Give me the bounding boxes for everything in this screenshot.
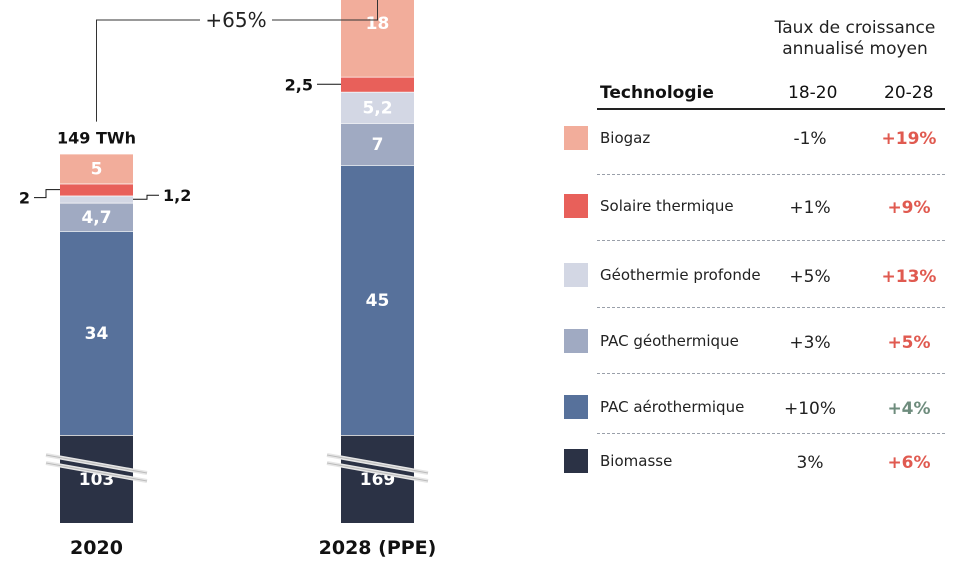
bar-segment-geothermie-profonde-2020: [60, 195, 133, 203]
segment-label-biogaz-2020: 5: [91, 160, 103, 180]
segment-label-pac-geothermique-2028-ppe-: 7: [372, 135, 384, 155]
bar-segment-pac-geothermique-2028-ppe-: [341, 123, 414, 165]
bar-total-2020: 149 TWh: [57, 129, 136, 148]
bar-segment-solaire-thermique-2028-ppe-: [341, 76, 414, 92]
callout-label-geothermie-profonde-2020: 1,2: [163, 186, 191, 205]
callout-line-geothermie-profonde-2020: [133, 194, 159, 200]
axis-break-mark: [326, 454, 429, 474]
bar-segment-pac-aerothermique-2020: [60, 231, 133, 435]
callout-line-solaire-thermique-2020: [34, 189, 60, 199]
bar-segment-pac-aerothermique-2028-ppe-: [341, 165, 414, 435]
segment-label-pac-aerothermique-2028-ppe-: 45: [366, 291, 390, 311]
bar-segment-pac-geothermique-2020: [60, 202, 133, 231]
category-label-2020: 2020: [70, 537, 123, 559]
bar-segment-solaire-thermique-2020: [60, 183, 133, 196]
callout-label-solaire-thermique-2028: 2,5: [285, 75, 313, 94]
segment-label-pac-aerothermique-2020: 34: [85, 324, 109, 344]
segment-label-geothermie-profonde-2028-ppe-: 5,2: [362, 98, 392, 118]
bar-segment-biogaz-2020: [60, 153, 133, 184]
segment-label-pac-geothermique-2020: 4,7: [81, 208, 111, 228]
callout-label-solaire-thermique-2020: 2: [19, 189, 30, 208]
category-label-2028-ppe-: 2028 (PPE): [319, 537, 437, 559]
axis-break-mark: [45, 454, 148, 474]
growth-label: +65%: [205, 8, 266, 32]
growth-label-background: [200, 7, 272, 33]
segment-label-biogaz-2028-ppe-: 18: [366, 14, 390, 34]
bar-segment-biomasse-2028-ppe-: [341, 435, 414, 523]
axis-break-mark: [45, 462, 148, 482]
axis-break-mark: [326, 462, 429, 482]
bar-segment-geothermie-profonde-2028-ppe-: [341, 91, 414, 123]
bar-segment-biomasse-2020: [60, 435, 133, 523]
